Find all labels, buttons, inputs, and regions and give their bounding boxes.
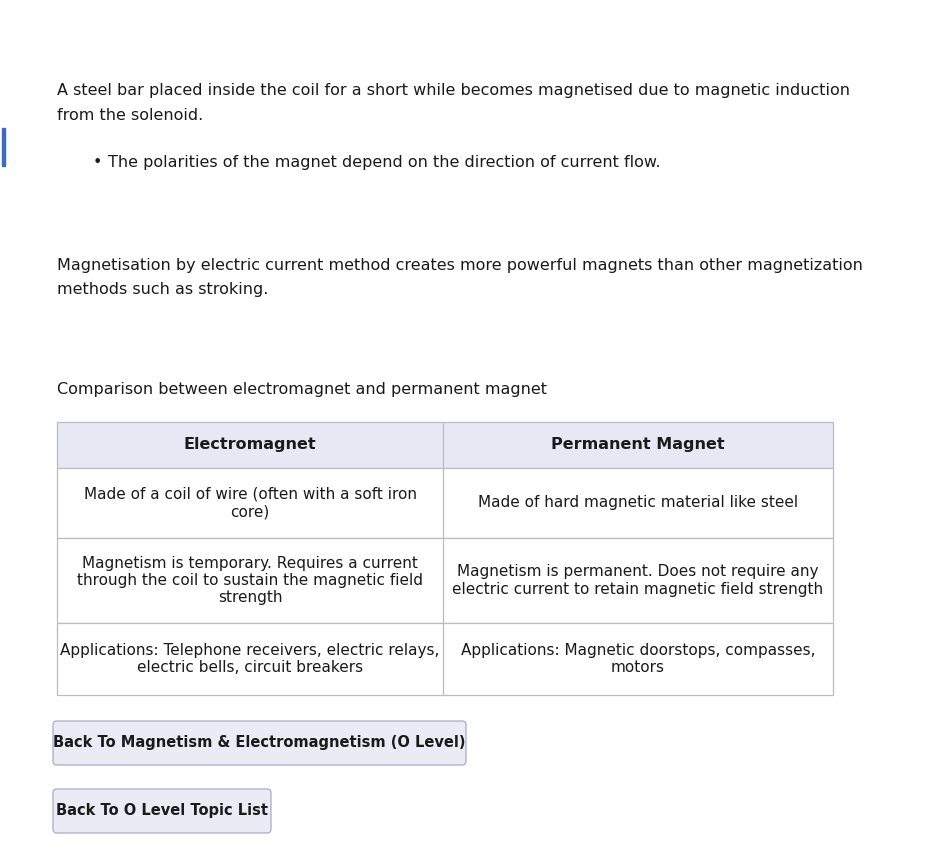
Text: Magnetism is temporary. Requires a current
through the coil to sustain the magne: Magnetism is temporary. Requires a curre…	[77, 556, 423, 606]
Bar	[57, 468, 833, 538]
Text: Applications: Telephone receivers, electric relays,
electric bells, circuit brea: Applications: Telephone receivers, elect…	[60, 643, 440, 675]
Text: Electromagnet: Electromagnet	[183, 437, 316, 453]
Bar	[57, 422, 833, 468]
Bar	[57, 538, 833, 623]
Text: Permanent Magnet: Permanent Magnet	[551, 437, 724, 453]
Text: methods such as stroking.: methods such as stroking.	[57, 282, 269, 297]
Bar	[2, 128, 5, 166]
Text: Magnetisation by electric current method creates more powerful magnets than othe: Magnetisation by electric current method…	[57, 258, 863, 273]
Text: Magnetism is permanent. Does not require any
electric current to retain magnetic: Magnetism is permanent. Does not require…	[452, 564, 824, 597]
Bar	[57, 623, 833, 695]
Text: Back To O Level Topic List: Back To O Level Topic List	[56, 804, 268, 818]
Text: The polarities of the magnet depend on the direction of current flow.: The polarities of the magnet depend on t…	[108, 155, 661, 170]
Text: A steel bar placed inside the coil for a short while becomes magnetised due to m: A steel bar placed inside the coil for a…	[57, 83, 850, 98]
Text: Comparison between electromagnet and permanent magnet: Comparison between electromagnet and per…	[57, 382, 547, 397]
Text: from the solenoid.: from the solenoid.	[57, 108, 203, 123]
FancyBboxPatch shape	[53, 721, 466, 765]
Text: •: •	[93, 155, 102, 170]
FancyBboxPatch shape	[53, 789, 271, 833]
Text: Made of hard magnetic material like steel: Made of hard magnetic material like stee…	[478, 495, 798, 511]
Text: Applications: Magnetic doorstops, compasses,
motors: Applications: Magnetic doorstops, compas…	[461, 643, 815, 675]
Text: Made of a coil of wire (often with a soft iron
core): Made of a coil of wire (often with a sof…	[83, 486, 417, 519]
Text: Back To Magnetism & Electromagnetism (O Level): Back To Magnetism & Electromagnetism (O …	[53, 735, 466, 751]
